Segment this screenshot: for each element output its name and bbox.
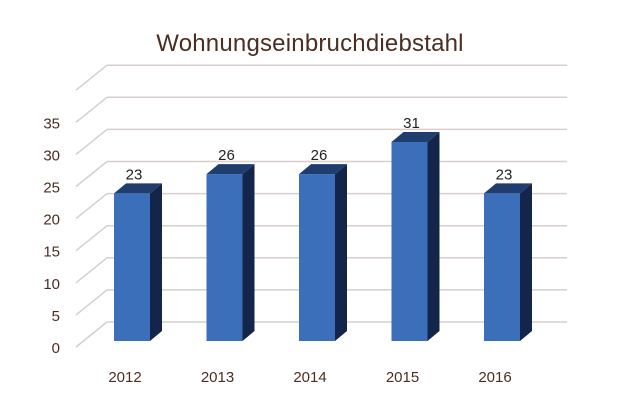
gridline-diagonal (75, 96, 108, 123)
bar-2012: 23 (114, 166, 162, 341)
bar-2014: 26 (299, 147, 347, 341)
bar-2016: 23 (484, 166, 532, 341)
gridline-diagonal (75, 225, 108, 252)
bar-2013: 26 (206, 147, 255, 341)
data-label: 26 (218, 147, 235, 164)
y-tick-label: 0 (52, 340, 60, 357)
gridline-diagonal (75, 321, 108, 348)
x-tick-label: 2014 (293, 369, 326, 386)
y-tick-label: 20 (43, 212, 60, 229)
x-tick-label: 2012 (108, 369, 141, 386)
data-label: 26 (311, 147, 328, 164)
gridline-diagonal (75, 193, 108, 220)
x-tick-label: 2015 (386, 369, 419, 386)
y-tick-label: 25 (43, 180, 60, 197)
y-tick-label: 35 (43, 115, 60, 132)
data-label: 23 (126, 166, 143, 183)
bar-series: 23 26 26 31 23 (114, 115, 532, 341)
y-tick-label: 15 (43, 244, 60, 261)
gridline-diagonal (75, 160, 108, 188)
gridline-diagonal (75, 128, 108, 155)
gridline-diagonal (75, 64, 108, 91)
gridline-diagonal (75, 289, 108, 316)
gridline-diagonal (75, 257, 108, 284)
x-axis: 2012 2013 2014 2015 2016 (108, 369, 511, 386)
y-tick-label: 30 (43, 147, 60, 164)
chart-title: Wohnungseinbruchdiebstahl (156, 30, 464, 57)
y-tick-label: 5 (52, 308, 60, 325)
data-label: 23 (496, 166, 513, 183)
x-tick-label: 2016 (478, 369, 511, 386)
x-tick-label: 2013 (201, 369, 234, 386)
data-label: 31 (403, 115, 420, 132)
y-tick-label: 10 (43, 276, 60, 293)
bar-2015: 31 (391, 115, 440, 341)
y-axis: 0 5 10 15 20 25 30 35 (43, 115, 60, 357)
